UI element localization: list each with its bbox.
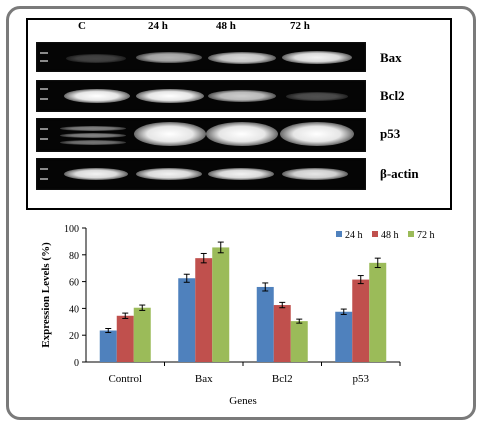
x-axis-label: Genes	[229, 395, 257, 407]
bar	[369, 262, 387, 362]
bar	[133, 307, 151, 362]
gel-strip-bcl2	[36, 80, 366, 112]
gel-strip-bax	[36, 42, 366, 72]
legend-label: 24 h	[345, 230, 363, 241]
x-tick-label: Control	[108, 373, 142, 385]
lane-label-48h: 48 h	[216, 20, 236, 32]
bar	[352, 279, 370, 362]
legend-swatch	[336, 231, 342, 237]
gel-label-p53: p53	[380, 126, 401, 141]
gel-blot-panel: C 24 h 48 h 72 h Bax Bcl2 p53	[26, 18, 452, 210]
gel-label-beta-actin: β-actin	[380, 166, 419, 181]
x-tick-label: Bax	[195, 373, 213, 385]
legend-label: 72 h	[417, 230, 435, 241]
gel-label-bcl2: Bcl2	[380, 88, 405, 103]
legend-label: 48 h	[381, 230, 399, 241]
legend-swatch	[372, 231, 378, 237]
bar	[256, 286, 274, 362]
y-tick-label: 0	[74, 358, 79, 369]
bar	[178, 278, 196, 362]
legend-swatch	[408, 231, 414, 237]
lane-label-72h: 72 h	[290, 20, 310, 32]
y-tick-label: 40	[69, 304, 79, 315]
x-tick-label: Bcl2	[272, 373, 293, 385]
bar	[290, 321, 308, 362]
bar	[212, 247, 230, 362]
bar	[335, 311, 353, 362]
gel-label-bax: Bax	[380, 50, 402, 65]
bar	[195, 258, 213, 362]
lane-label-control: C	[78, 20, 86, 32]
bar	[273, 305, 291, 362]
y-tick-label: 80	[69, 251, 79, 262]
lane-label-24h: 24 h	[148, 20, 168, 32]
y-tick-label: 100	[64, 224, 79, 235]
y-tick-label: 60	[69, 278, 79, 289]
gel-strip-beta-actin	[36, 158, 366, 190]
bar	[99, 330, 117, 362]
gel-strip-p53	[36, 118, 366, 152]
y-axis-label: Expression Levels (%)	[40, 242, 52, 348]
bar	[116, 315, 134, 362]
x-tick-label: p53	[353, 373, 370, 385]
y-tick-label: 20	[69, 331, 79, 342]
